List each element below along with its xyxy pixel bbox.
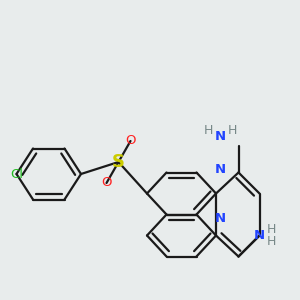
Text: O: O <box>125 134 136 148</box>
Text: S: S <box>112 153 125 171</box>
Text: H: H <box>204 124 213 137</box>
Text: N: N <box>215 212 226 226</box>
Text: H: H <box>267 235 276 248</box>
Text: H: H <box>267 223 276 236</box>
Text: O: O <box>101 176 112 190</box>
Text: Cl: Cl <box>10 167 23 181</box>
Text: H: H <box>228 124 237 137</box>
Text: N: N <box>215 130 226 143</box>
Text: N: N <box>254 229 265 242</box>
Text: N: N <box>215 163 226 176</box>
